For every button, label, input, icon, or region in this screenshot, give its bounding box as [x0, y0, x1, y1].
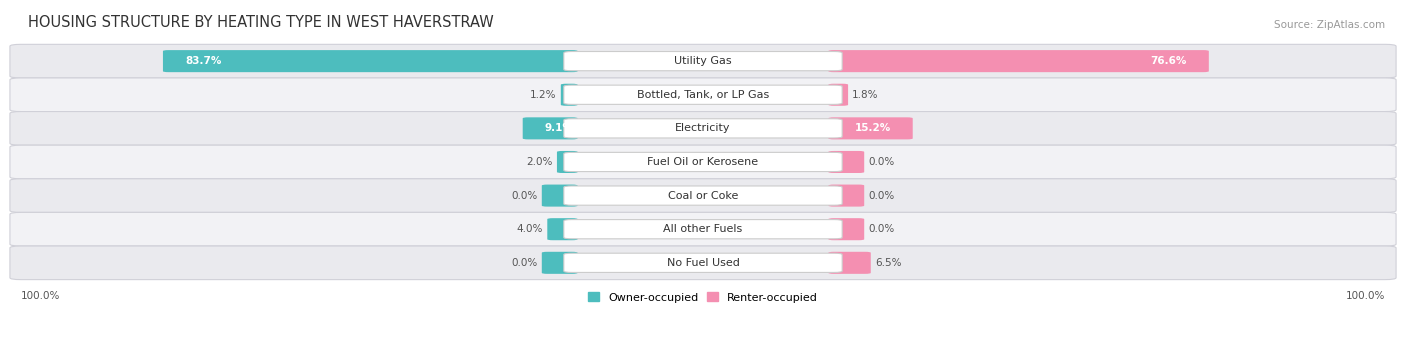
Text: 6.5%: 6.5% — [875, 258, 901, 268]
Text: Electricity: Electricity — [675, 123, 731, 133]
FancyBboxPatch shape — [547, 218, 578, 240]
Text: Source: ZipAtlas.com: Source: ZipAtlas.com — [1274, 20, 1385, 30]
FancyBboxPatch shape — [828, 218, 865, 240]
Text: Bottled, Tank, or LP Gas: Bottled, Tank, or LP Gas — [637, 90, 769, 100]
FancyBboxPatch shape — [828, 151, 865, 173]
Text: 15.2%: 15.2% — [855, 123, 890, 133]
FancyBboxPatch shape — [561, 84, 578, 106]
FancyBboxPatch shape — [10, 246, 1396, 280]
FancyBboxPatch shape — [163, 50, 578, 72]
Text: Utility Gas: Utility Gas — [675, 56, 731, 66]
Text: 1.8%: 1.8% — [852, 90, 879, 100]
FancyBboxPatch shape — [10, 78, 1396, 112]
FancyBboxPatch shape — [564, 253, 842, 272]
FancyBboxPatch shape — [828, 50, 1209, 72]
FancyBboxPatch shape — [557, 151, 578, 173]
Text: 0.0%: 0.0% — [512, 258, 537, 268]
Text: Fuel Oil or Kerosene: Fuel Oil or Kerosene — [647, 157, 759, 167]
Text: HOUSING STRUCTURE BY HEATING TYPE IN WEST HAVERSTRAW: HOUSING STRUCTURE BY HEATING TYPE IN WES… — [28, 15, 494, 30]
Legend: Owner-occupied, Renter-occupied: Owner-occupied, Renter-occupied — [583, 288, 823, 307]
FancyBboxPatch shape — [10, 44, 1396, 78]
FancyBboxPatch shape — [828, 117, 912, 139]
Text: 83.7%: 83.7% — [186, 56, 221, 66]
FancyBboxPatch shape — [564, 220, 842, 239]
FancyBboxPatch shape — [10, 212, 1396, 246]
FancyBboxPatch shape — [523, 117, 578, 139]
Text: 4.0%: 4.0% — [517, 224, 543, 234]
Text: 0.0%: 0.0% — [512, 191, 537, 201]
FancyBboxPatch shape — [10, 179, 1396, 212]
FancyBboxPatch shape — [564, 152, 842, 172]
Text: 100.0%: 100.0% — [21, 291, 60, 301]
Text: Coal or Coke: Coal or Coke — [668, 191, 738, 201]
FancyBboxPatch shape — [564, 51, 842, 71]
Text: 100.0%: 100.0% — [1346, 291, 1385, 301]
FancyBboxPatch shape — [541, 252, 578, 274]
FancyBboxPatch shape — [564, 119, 842, 138]
FancyBboxPatch shape — [828, 184, 865, 207]
Text: 76.6%: 76.6% — [1150, 56, 1187, 66]
FancyBboxPatch shape — [541, 184, 578, 207]
FancyBboxPatch shape — [564, 186, 842, 205]
FancyBboxPatch shape — [10, 145, 1396, 179]
Text: 0.0%: 0.0% — [869, 191, 894, 201]
Text: No Fuel Used: No Fuel Used — [666, 258, 740, 268]
Text: All other Fuels: All other Fuels — [664, 224, 742, 234]
Text: 9.1%: 9.1% — [544, 123, 574, 133]
FancyBboxPatch shape — [828, 84, 848, 106]
Text: 0.0%: 0.0% — [869, 224, 894, 234]
Text: 0.0%: 0.0% — [869, 157, 894, 167]
FancyBboxPatch shape — [564, 85, 842, 104]
Text: 1.2%: 1.2% — [530, 90, 557, 100]
FancyBboxPatch shape — [828, 252, 870, 274]
FancyBboxPatch shape — [10, 112, 1396, 145]
Text: 2.0%: 2.0% — [526, 157, 553, 167]
